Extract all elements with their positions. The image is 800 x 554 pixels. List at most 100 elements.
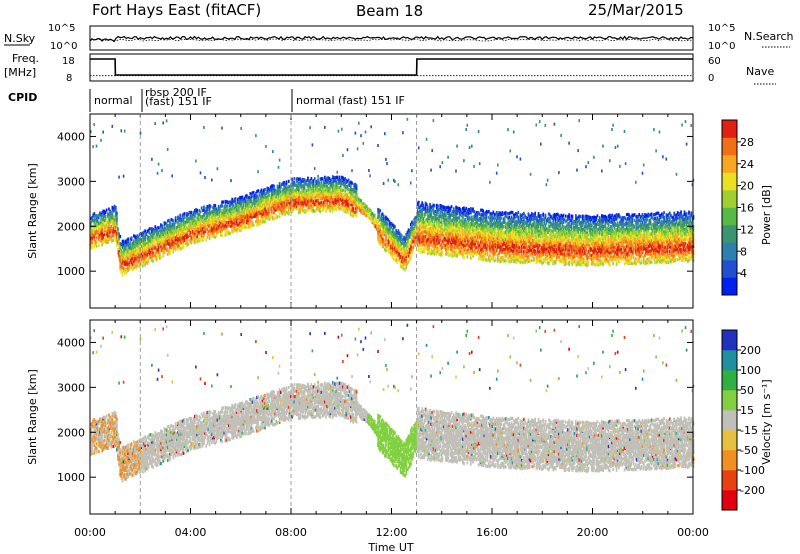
power-cell bbox=[256, 211, 258, 215]
power-cell bbox=[187, 242, 189, 246]
power-cell bbox=[231, 217, 234, 221]
power-cell bbox=[326, 185, 329, 189]
power-cell bbox=[233, 228, 236, 232]
power-cell bbox=[393, 248, 395, 252]
power-cell bbox=[332, 182, 334, 186]
power-cell bbox=[203, 126, 205, 129]
power-cell bbox=[100, 232, 102, 236]
power-cell bbox=[376, 227, 378, 231]
power-cell bbox=[173, 231, 176, 235]
power-cell bbox=[299, 200, 301, 204]
power-cell bbox=[307, 199, 309, 203]
power-data bbox=[90, 117, 695, 277]
power-cell bbox=[329, 188, 332, 192]
power-cell bbox=[91, 228, 93, 232]
power-cell bbox=[129, 245, 132, 249]
power-cell bbox=[407, 230, 410, 234]
power-cell bbox=[147, 259, 150, 263]
power-cell bbox=[101, 214, 104, 218]
power-cell bbox=[346, 184, 349, 188]
power-cell bbox=[252, 214, 255, 218]
power-cell bbox=[353, 195, 356, 199]
power-cell bbox=[289, 191, 291, 195]
power-cell bbox=[354, 206, 357, 210]
power-cell bbox=[160, 248, 162, 252]
power-cell bbox=[99, 227, 101, 231]
power-cell bbox=[118, 254, 121, 258]
power-cell bbox=[397, 242, 400, 246]
power-cell bbox=[377, 221, 379, 225]
power-cell bbox=[190, 222, 193, 226]
power-cell bbox=[389, 236, 392, 240]
power-cell bbox=[133, 241, 135, 245]
power-cell bbox=[385, 217, 387, 221]
power-cell bbox=[200, 217, 203, 221]
power-cell bbox=[338, 202, 341, 207]
power-cell bbox=[185, 240, 187, 244]
power-cell bbox=[378, 213, 381, 217]
power-cell bbox=[196, 232, 199, 236]
power-cell bbox=[108, 207, 110, 211]
power-cell bbox=[209, 211, 212, 215]
power-cell bbox=[116, 211, 118, 215]
power-cell bbox=[130, 236, 133, 240]
power-cell bbox=[128, 264, 131, 268]
power-cell bbox=[138, 253, 141, 257]
power-cell bbox=[208, 204, 211, 208]
power-cell bbox=[169, 225, 171, 229]
power-cell bbox=[195, 228, 197, 232]
power-cell bbox=[224, 224, 227, 228]
power-cell bbox=[195, 159, 197, 163]
power-cell bbox=[341, 196, 343, 200]
count-tick-lo-right: 10^0 bbox=[708, 41, 735, 52]
power-cell bbox=[322, 203, 325, 207]
power-cell bbox=[164, 244, 167, 248]
power-cell bbox=[310, 189, 313, 193]
power-cell bbox=[336, 198, 339, 202]
power-cell bbox=[363, 205, 366, 209]
power-cell bbox=[242, 210, 245, 214]
power-cell bbox=[399, 254, 402, 259]
power-cell bbox=[355, 189, 358, 193]
power-cell bbox=[420, 208, 422, 212]
power-cell bbox=[93, 229, 96, 233]
power-cell bbox=[326, 205, 329, 209]
power-cell bbox=[347, 178, 350, 182]
power-cell bbox=[188, 217, 191, 221]
power-cell bbox=[207, 205, 210, 209]
power-cell bbox=[156, 244, 159, 248]
power-cell bbox=[161, 231, 163, 235]
power-cell bbox=[166, 226, 169, 230]
power-cell bbox=[162, 121, 164, 125]
power-cell bbox=[257, 215, 260, 219]
power-cell bbox=[188, 222, 191, 226]
power-cell bbox=[402, 263, 404, 267]
power-cell bbox=[171, 240, 174, 244]
power-cell bbox=[386, 229, 388, 233]
power-cell bbox=[399, 264, 402, 268]
power-cell bbox=[223, 208, 226, 212]
power-cell bbox=[99, 221, 101, 225]
power-cell bbox=[411, 237, 413, 241]
power-cell bbox=[233, 218, 236, 222]
power-cell bbox=[277, 199, 280, 203]
power-cell bbox=[334, 185, 336, 189]
power-cell bbox=[289, 201, 291, 205]
power-cell bbox=[134, 263, 136, 267]
power-cell bbox=[225, 208, 228, 212]
power-cell bbox=[140, 252, 143, 256]
power-cell bbox=[330, 191, 333, 195]
power-cell bbox=[114, 238, 117, 242]
power-cell bbox=[215, 217, 218, 221]
power-cell bbox=[238, 200, 240, 204]
power-cell bbox=[267, 200, 270, 204]
power-cell bbox=[143, 230, 145, 234]
power-cell bbox=[241, 214, 244, 218]
power-cell bbox=[317, 192, 320, 196]
power-cell bbox=[151, 242, 153, 246]
power-cell bbox=[180, 226, 183, 230]
power-cell bbox=[345, 207, 348, 211]
power-cell bbox=[269, 201, 272, 205]
power-cell bbox=[243, 225, 246, 229]
power-cell bbox=[420, 204, 422, 208]
